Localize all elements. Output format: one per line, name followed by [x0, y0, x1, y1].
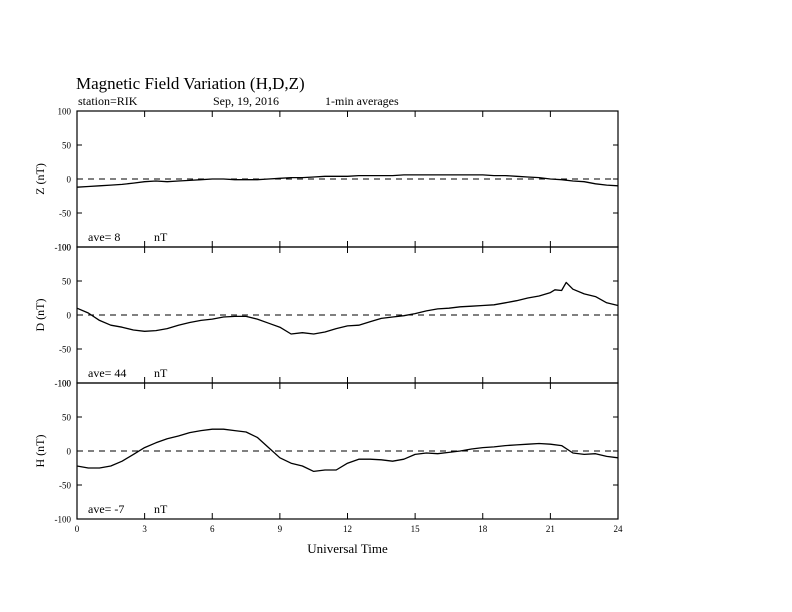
h-ytick-label: 100: [58, 379, 72, 389]
xtick-label: 12: [343, 524, 352, 534]
h-ytick-label: -50: [59, 481, 71, 491]
d-series-line: [76, 281, 619, 335]
date-label: Sep, 19, 2016: [213, 94, 279, 108]
d-ave-label: ave= 44: [88, 366, 126, 380]
d-ytick-label: 100: [58, 243, 72, 253]
z-ytick-label: -50: [59, 209, 71, 219]
h-ave-label: ave= -7: [88, 502, 124, 516]
d-ytick-label: 0: [67, 311, 72, 321]
averaging-label: 1-min averages: [325, 94, 399, 108]
xtick-label: 6: [210, 524, 215, 534]
d-ytick-label: -50: [59, 345, 71, 355]
x-axis-label: Universal Time: [307, 541, 388, 556]
z-ytick-label: 0: [67, 175, 72, 185]
xtick-label: 3: [142, 524, 147, 534]
z-ytick-label: -100: [55, 243, 72, 253]
chart-title: Magnetic Field Variation (H,D,Z): [76, 74, 305, 93]
xtick-label: 21: [546, 524, 555, 534]
d-ave-unit: nT: [154, 366, 168, 380]
z-ave-unit: nT: [154, 230, 168, 244]
h-ytick-label: 50: [62, 413, 72, 423]
station-label: station=RIK: [78, 94, 138, 108]
z-ave-label: ave= 8: [88, 230, 120, 244]
h-ylabel: H (nT): [33, 435, 47, 468]
d-ytick-label: -100: [55, 379, 72, 389]
h-ytick-label: 0: [67, 447, 72, 457]
h-ave-unit: nT: [154, 502, 168, 516]
z-ytick-label: 50: [62, 141, 72, 151]
d-ylabel: D (nT): [33, 299, 47, 332]
z-ylabel: Z (nT): [33, 163, 47, 195]
d-ytick-label: 50: [62, 277, 72, 287]
xtick-label: 15: [411, 524, 421, 534]
z-ytick-label: 100: [58, 107, 72, 117]
xtick-label: 24: [614, 524, 624, 534]
h-ytick-label: -100: [55, 515, 72, 525]
xtick-label: 18: [478, 524, 488, 534]
z-series-line: [76, 174, 619, 188]
xtick-label: 9: [278, 524, 283, 534]
h-series-line: [76, 428, 619, 473]
xtick-label: 0: [75, 524, 80, 534]
